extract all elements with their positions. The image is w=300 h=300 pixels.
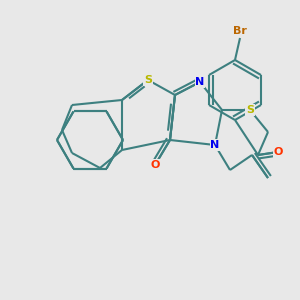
Text: N: N: [195, 77, 205, 87]
Text: N: N: [210, 140, 220, 150]
Text: O: O: [273, 147, 283, 157]
Text: O: O: [150, 160, 160, 170]
Text: S: S: [246, 105, 254, 115]
Text: S: S: [144, 75, 152, 85]
Text: Br: Br: [233, 26, 247, 36]
